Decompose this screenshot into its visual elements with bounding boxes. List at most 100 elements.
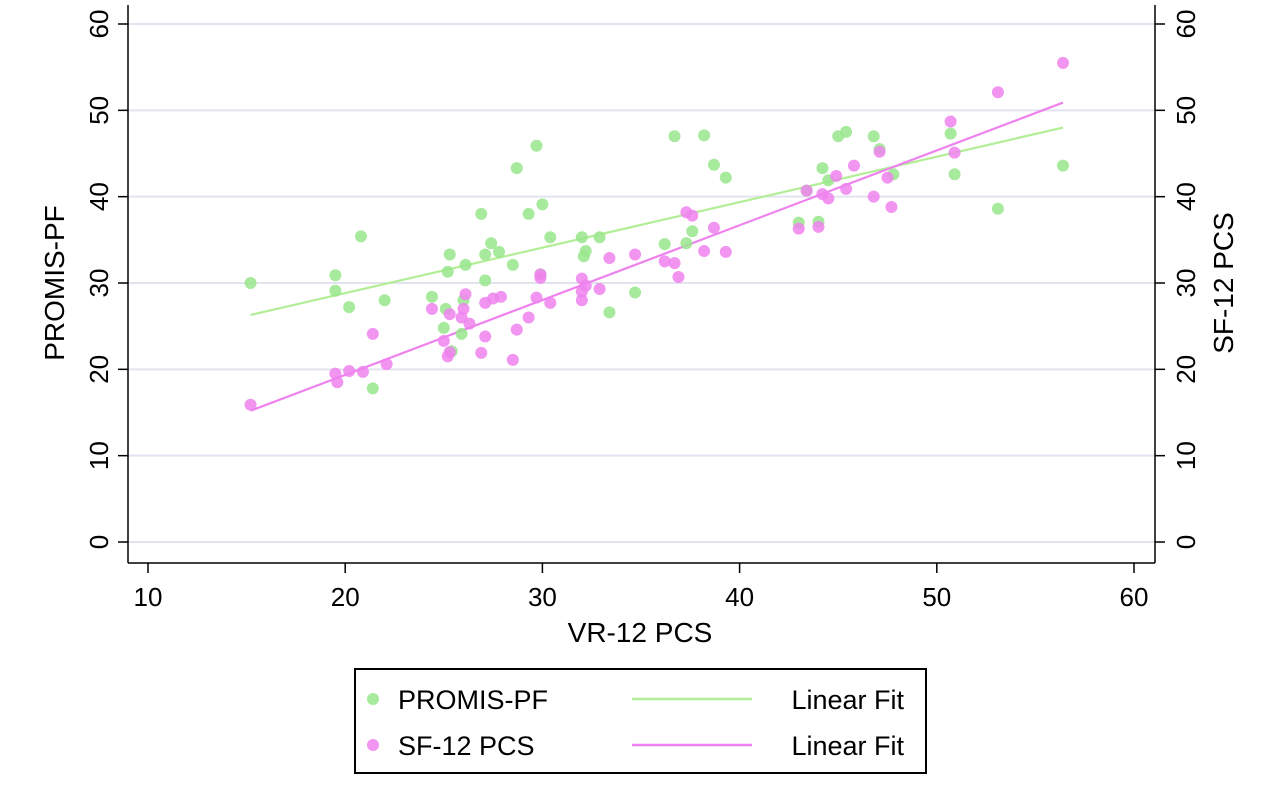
point-promis-pf [443, 248, 456, 261]
point-sf-12-pcs [510, 323, 523, 336]
legend-marker [367, 693, 379, 705]
point-promis-pf [329, 284, 342, 297]
point-promis-pf [629, 286, 642, 299]
fit-line-promis-pf [250, 126, 1064, 317]
point-promis-pf [948, 168, 961, 181]
point-sf-12-pcs [579, 279, 592, 292]
point-sf-12-pcs [380, 358, 393, 371]
point-sf-12-pcs [457, 302, 470, 315]
y-tick-label: 50 [84, 96, 114, 125]
point-promis-pf [575, 231, 588, 244]
point-promis-pf [510, 162, 523, 175]
point-promis-pf [1057, 159, 1070, 172]
y2-tick-label: 10 [1171, 441, 1201, 470]
y-axis-title: PROMIS-PF [39, 205, 70, 361]
point-promis-pf [485, 237, 498, 250]
y-tick-label: 10 [84, 441, 114, 470]
point-sf-12-pcs [847, 159, 860, 172]
y2-tick-label: 20 [1171, 355, 1201, 384]
y2-tick-label: 0 [1171, 535, 1201, 549]
point-promis-pf [944, 127, 957, 140]
point-sf-12-pcs [881, 171, 894, 184]
point-promis-pf [366, 382, 379, 395]
point-sf-12-pcs [812, 220, 825, 233]
point-sf-12-pcs [343, 365, 356, 378]
point-sf-12-pcs [668, 257, 681, 270]
point-sf-12-pcs [425, 302, 438, 315]
x-tick-label: 10 [134, 582, 163, 612]
point-promis-pf [719, 171, 732, 184]
point-sf-12-pcs [494, 290, 507, 303]
point-promis-pf [459, 258, 472, 271]
y-tick-label: 20 [84, 355, 114, 384]
point-sf-12-pcs [1057, 56, 1070, 69]
y-tick-label: 60 [84, 10, 114, 39]
data-points [244, 56, 1070, 411]
point-promis-pf [668, 130, 681, 143]
x-tick-label: 40 [725, 582, 754, 612]
legend-label: SF-12 PCS [398, 731, 535, 761]
point-promis-pf [378, 294, 391, 307]
point-sf-12-pcs [443, 346, 456, 359]
point-promis-pf [840, 125, 853, 138]
point-sf-12-pcs [593, 283, 606, 296]
point-promis-pf [354, 230, 367, 243]
point-sf-12-pcs [822, 192, 835, 205]
point-promis-pf [658, 238, 671, 251]
point-sf-12-pcs [830, 169, 843, 182]
point-sf-12-pcs [534, 268, 547, 281]
point-promis-pf [603, 306, 616, 319]
point-sf-12-pcs [475, 346, 488, 359]
point-promis-pf [867, 130, 880, 143]
legend-marker [367, 739, 379, 751]
point-sf-12-pcs [707, 221, 720, 234]
legend-box [354, 668, 927, 774]
point-sf-12-pcs [544, 296, 557, 309]
point-promis-pf [707, 158, 720, 171]
point-promis-pf [579, 245, 592, 258]
point-promis-pf [475, 207, 488, 220]
point-promis-pf [816, 162, 829, 175]
legend-label: PROMIS-PF [398, 685, 548, 715]
point-sf-12-pcs [792, 222, 805, 235]
fit-line-sf-12-pcs [250, 101, 1064, 412]
point-sf-12-pcs [506, 353, 519, 366]
point-sf-12-pcs [603, 251, 616, 264]
point-sf-12-pcs [658, 255, 671, 268]
point-promis-pf [329, 269, 342, 282]
x-axis-title: VR-12 PCS [568, 617, 713, 648]
y-tick-label: 40 [84, 182, 114, 211]
point-promis-pf [244, 277, 257, 289]
point-promis-pf [455, 327, 468, 340]
legend: PROMIS-PF Linear Fit SF-12 PCS Linear Fit [354, 668, 927, 774]
x-tick-label: 30 [528, 582, 557, 612]
point-promis-pf [536, 198, 549, 211]
axes [118, 5, 1165, 573]
point-promis-pf [441, 265, 454, 278]
x-tick-label: 50 [922, 582, 951, 612]
point-promis-pf [522, 207, 535, 220]
point-sf-12-pcs [463, 317, 476, 330]
point-sf-12-pcs [331, 376, 344, 389]
x-tick-label: 60 [1120, 582, 1149, 612]
point-sf-12-pcs [885, 201, 898, 214]
point-promis-pf [680, 237, 693, 250]
point-promis-pf [530, 139, 543, 152]
point-promis-pf [425, 290, 438, 303]
point-sf-12-pcs [867, 190, 880, 203]
legend-label: Linear Fit [791, 685, 904, 715]
y-tick-label: 0 [84, 535, 114, 549]
point-promis-pf [698, 129, 711, 142]
point-sf-12-pcs [991, 86, 1004, 99]
point-promis-pf [506, 258, 519, 271]
point-promis-pf [479, 248, 492, 261]
point-sf-12-pcs [244, 398, 257, 411]
point-promis-pf [991, 202, 1004, 215]
point-sf-12-pcs [356, 365, 369, 378]
y2-tick-label: 50 [1171, 96, 1201, 125]
point-sf-12-pcs [522, 311, 535, 324]
point-sf-12-pcs [629, 248, 642, 261]
point-sf-12-pcs [437, 334, 450, 347]
y2-tick-label: 60 [1171, 10, 1201, 39]
